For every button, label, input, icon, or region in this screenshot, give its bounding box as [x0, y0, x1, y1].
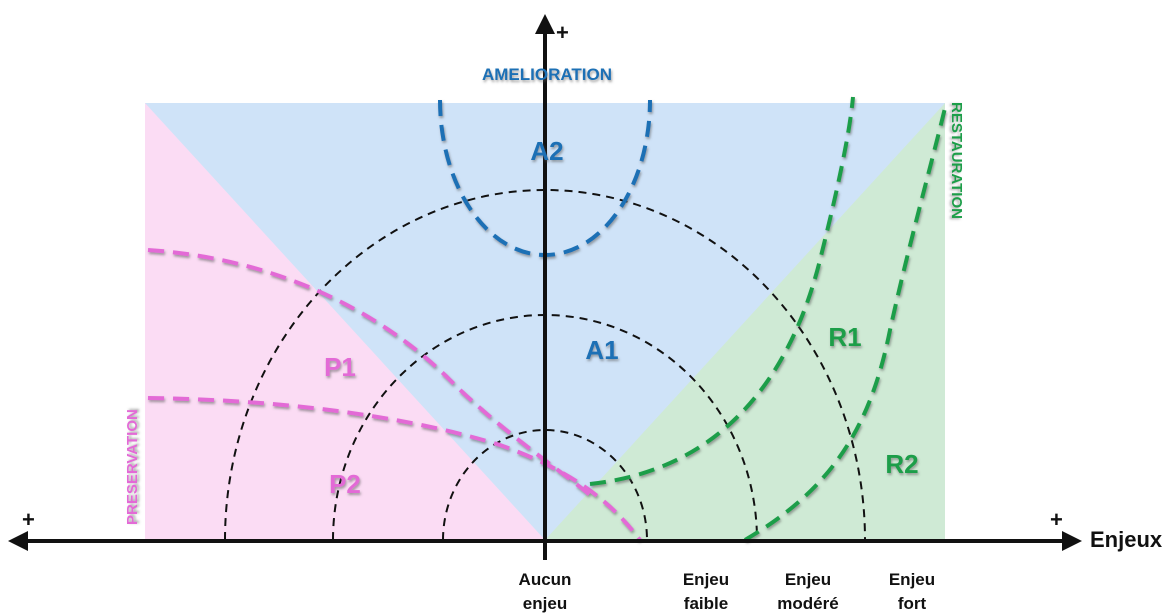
tick-aucun-enjeu-line2: enjeu [523, 594, 567, 613]
restauration-label: RESTAURATION [948, 102, 965, 219]
tick-aucun-enjeu-line1: Aucun [519, 570, 572, 589]
tick-enjeu-faible-line2: faible [684, 594, 728, 613]
x-plus-right: + [1050, 507, 1063, 532]
tick-labels: Aucun enjeu Enjeu faible Enjeu modéré En… [519, 570, 936, 613]
x-axis-label: Enjeux [1090, 527, 1163, 552]
tick-enjeu-fort-line2: fort [898, 594, 927, 613]
arc-enjeu-faible [442, 429, 648, 541]
zone-r2-label: R2 [885, 449, 918, 479]
arc-enjeu-fort [224, 189, 866, 541]
tick-enjeu-modere-line2: modéré [777, 594, 838, 613]
tick-enjeu-fort-line1: Enjeu [889, 570, 935, 589]
r2-boundary [743, 107, 947, 542]
zone-p1-label: P1 [324, 352, 356, 382]
zone-r1-label: R1 [828, 322, 861, 352]
preservation-label: PRESERVATION [124, 409, 141, 525]
r1-boundary [589, 96, 855, 486]
y-axis-arrow-top [535, 14, 555, 34]
y-plus-top: + [556, 20, 569, 45]
tick-enjeu-modere-line1: Enjeu [785, 570, 831, 589]
x-plus-left: + [22, 507, 35, 532]
zone-a1-label: A1 [585, 335, 618, 365]
amelioration-label: AMELIORATION [482, 65, 612, 84]
x-axis-arrow-left [8, 531, 28, 551]
axes [8, 14, 1082, 560]
x-axis-arrow-right [1062, 531, 1082, 551]
restauration-curves [589, 96, 947, 542]
p2-boundary [147, 396, 642, 542]
zone-a2-label: A2 [530, 136, 563, 166]
zone-p2-label: P2 [329, 469, 361, 499]
preservation-zone [145, 103, 545, 540]
restauration-zone [545, 103, 945, 540]
tick-enjeu-faible-line1: Enjeu [683, 570, 729, 589]
